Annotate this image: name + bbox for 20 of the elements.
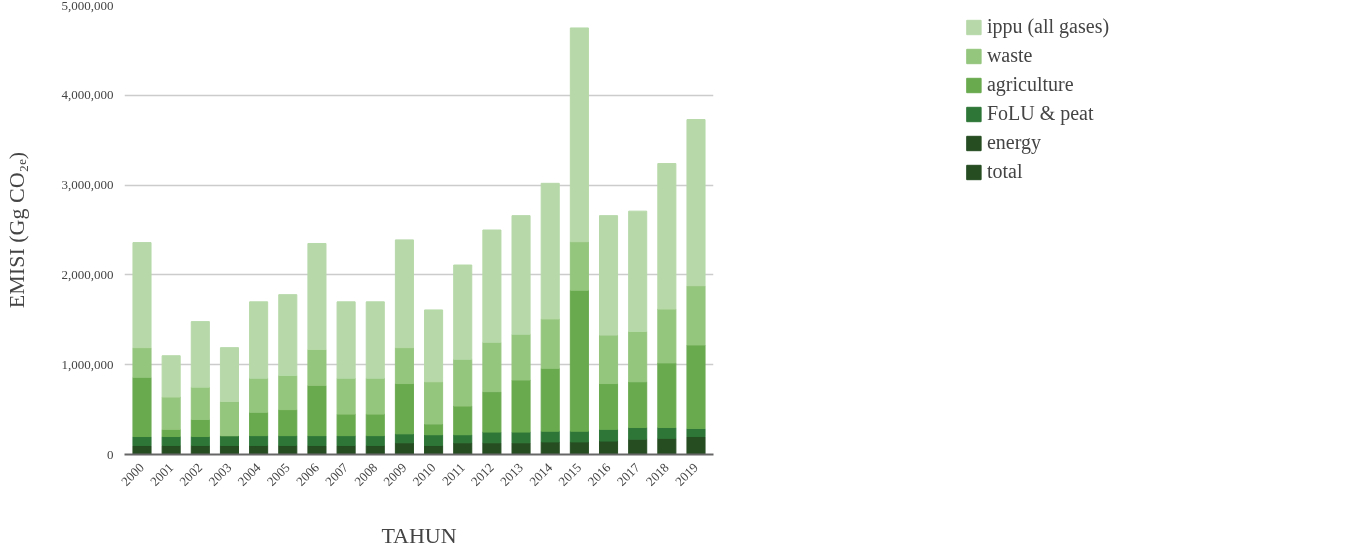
legend-label: agriculture — [986, 73, 1074, 96]
y-tick-label: 5,000,000 — [61, 0, 114, 13]
legend-label: energy — [986, 131, 1041, 154]
legend-label: ippu (all gases) — [986, 15, 1110, 38]
y-tick-label: 3,000,000 — [61, 177, 114, 193]
y-axis-title: EMISI (Gg CO₂ₑ) — [3, 151, 29, 309]
legend-label: FoLU & peat — [986, 102, 1094, 125]
x-tick-label: 2013 — [497, 459, 526, 489]
y-tick-label: 2,000,000 — [61, 266, 114, 282]
x-tick-label: 2018 — [642, 459, 672, 489]
legend-label: total — [986, 160, 1023, 183]
x-tick-label: 2000 — [117, 459, 147, 489]
y-tick-label: 0 — [107, 446, 114, 462]
y-tick-label: 1,000,000 — [61, 356, 114, 372]
x-tick-label: 2011 — [439, 459, 468, 489]
x-tick-label: 2001 — [147, 459, 177, 489]
x-axis-title: TAHUN — [381, 522, 457, 548]
legend-label: waste — [986, 44, 1033, 67]
x-tick-label: 2019 — [671, 459, 701, 489]
y-tick-label: 4,000,000 — [61, 87, 114, 103]
